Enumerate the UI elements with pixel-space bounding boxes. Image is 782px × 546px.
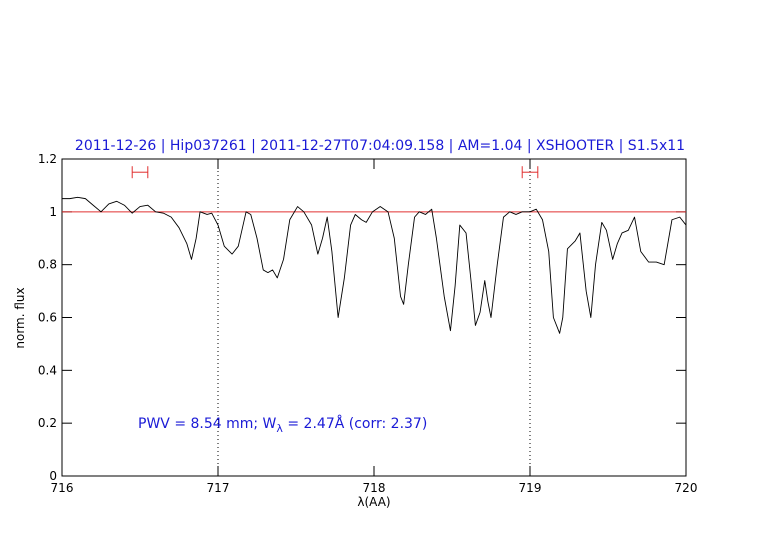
- y-tick-label: 1.2: [38, 152, 57, 166]
- chart-title: 2011-12-26 | Hip037261 | 2011-12-27T07:0…: [75, 138, 685, 154]
- y-tick-label: 0.4: [38, 363, 57, 377]
- x-tick-label: 720: [675, 481, 698, 495]
- annotation-subscript: λ: [276, 422, 283, 435]
- y-tick-label: 0.8: [38, 258, 57, 272]
- x-axis-label: λ(AA): [357, 495, 390, 509]
- y-tick-label: 0.6: [38, 311, 57, 325]
- y-axis-label: norm. flux: [13, 287, 27, 348]
- annotation-text: = 2.47Å (corr: 2.37): [283, 415, 427, 432]
- y-tick-label: 0: [49, 469, 57, 483]
- spectrum-line: [62, 196, 687, 334]
- annotation: PWV = 8.54 mm; Wλ = 2.47Å (corr: 2.37): [138, 415, 427, 435]
- y-tick-label: 0.2: [38, 416, 57, 430]
- x-tick-label: 717: [207, 481, 230, 495]
- y-tick-label: 1: [49, 205, 57, 219]
- x-tick-label: 716: [51, 481, 74, 495]
- x-tick-label: 719: [519, 481, 542, 495]
- x-tick-label: 718: [363, 481, 386, 495]
- annotation-text: PWV = 8.54 mm; W: [138, 416, 277, 432]
